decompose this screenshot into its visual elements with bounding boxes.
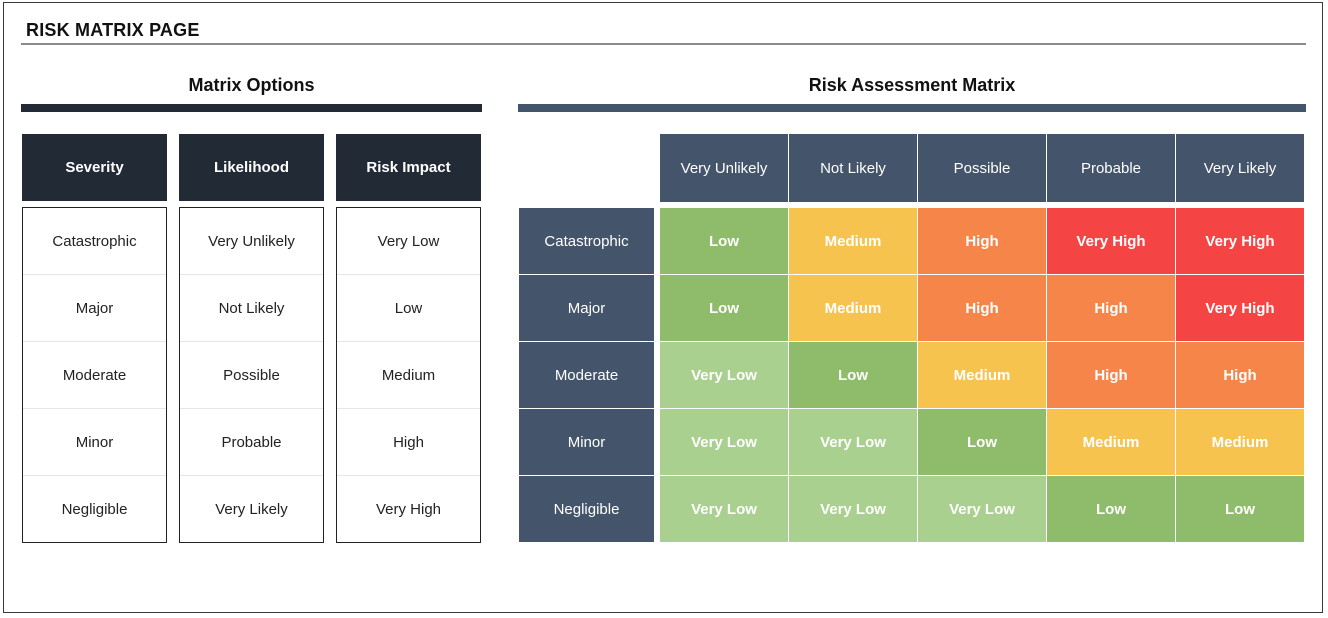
matrix-cell[interactable]: Low [660, 208, 788, 274]
risk-matrix-bar [518, 104, 1306, 112]
matrix-cell[interactable]: Very Low [918, 476, 1046, 542]
matrix-cell[interactable]: High [918, 208, 1046, 274]
matrix-cell[interactable]: Very High [1047, 208, 1175, 274]
severity-item[interactable]: Catastrophic [23, 208, 166, 275]
matrix-cell[interactable]: High [1047, 342, 1175, 408]
page-title: RISK MATRIX PAGE [26, 20, 200, 40]
matrix-cell[interactable]: Very Low [660, 342, 788, 408]
matrix-cell[interactable]: Low [789, 342, 917, 408]
matrix-cell[interactable]: Low [1047, 476, 1175, 542]
likelihood-item[interactable]: Possible [180, 342, 323, 409]
matrix-cell[interactable]: Low [660, 275, 788, 341]
matrix-cell[interactable]: High [918, 275, 1046, 341]
matrix-cell[interactable]: Medium [1047, 409, 1175, 475]
matrix-row-header: Moderate [519, 342, 654, 408]
matrix-cell[interactable]: Very Low [789, 409, 917, 475]
matrix-cell[interactable]: Very High [1176, 208, 1304, 274]
matrix-column-header: Very Likely [1176, 134, 1304, 202]
likelihood-header: Likelihood [179, 134, 324, 201]
likelihood-list: Very Unlikely Not Likely Possible Probab… [179, 207, 324, 543]
matrix-row-header: Major [519, 275, 654, 341]
risk-impact-column: Risk Impact Very Low Low Medium High Ver… [336, 134, 481, 543]
matrix-column-header: Probable [1047, 134, 1175, 202]
severity-column: Severity Catastrophic Major Moderate Min… [22, 134, 167, 543]
matrix-row-header: Minor [519, 409, 654, 475]
risk-impact-list: Very Low Low Medium High Very High [336, 207, 481, 543]
risk-impact-item[interactable]: Medium [337, 342, 480, 409]
matrix-cell[interactable]: Low [1176, 476, 1304, 542]
matrix-cell[interactable]: Low [918, 409, 1046, 475]
matrix-cell[interactable]: Very Low [660, 476, 788, 542]
matrix-cell[interactable]: Medium [789, 275, 917, 341]
likelihood-item[interactable]: Very Likely [215, 501, 288, 518]
risk-impact-header: Risk Impact [336, 134, 481, 201]
matrix-cell[interactable]: Medium [918, 342, 1046, 408]
title-divider [21, 43, 1306, 45]
risk-impact-item[interactable]: Low [337, 275, 480, 342]
risk-matrix-heading: Risk Assessment Matrix [808, 75, 1016, 95]
severity-item[interactable]: Major [23, 275, 166, 342]
risk-impact-item[interactable]: Very Low [337, 208, 480, 275]
likelihood-column: Likelihood Very Unlikely Not Likely Poss… [179, 134, 324, 543]
matrix-column-header: Very Unlikely [660, 134, 788, 202]
severity-item[interactable]: Moderate [23, 342, 166, 409]
matrix-options-heading: Matrix Options [188, 75, 315, 95]
likelihood-item[interactable]: Probable [180, 409, 323, 476]
likelihood-item[interactable]: Very Unlikely [180, 208, 323, 275]
severity-list: Catastrophic Major Moderate Minor Neglig… [22, 207, 167, 543]
likelihood-item[interactable]: Not Likely [180, 275, 323, 342]
matrix-row-header: Catastrophic [519, 208, 654, 274]
matrix-cell[interactable]: Medium [789, 208, 917, 274]
risk-impact-item[interactable]: Very High [375, 501, 442, 518]
matrix-cell[interactable]: Very High [1176, 275, 1304, 341]
matrix-cell[interactable]: Very Low [660, 409, 788, 475]
matrix-options-bar [21, 104, 482, 112]
matrix-column-header: Not Likely [789, 134, 917, 202]
severity-header: Severity [22, 134, 167, 201]
matrix-cell[interactable]: Very Low [789, 476, 917, 542]
matrix-cell[interactable]: High [1047, 275, 1175, 341]
severity-item[interactable]: Negligible [61, 501, 128, 518]
risk-impact-item[interactable]: High [337, 409, 480, 476]
matrix-cell[interactable]: Medium [1176, 409, 1304, 475]
matrix-row-header: Negligible [519, 476, 654, 542]
matrix-column-header: Possible [918, 134, 1046, 202]
matrix-cell[interactable]: High [1176, 342, 1304, 408]
severity-item[interactable]: Minor [23, 409, 166, 476]
